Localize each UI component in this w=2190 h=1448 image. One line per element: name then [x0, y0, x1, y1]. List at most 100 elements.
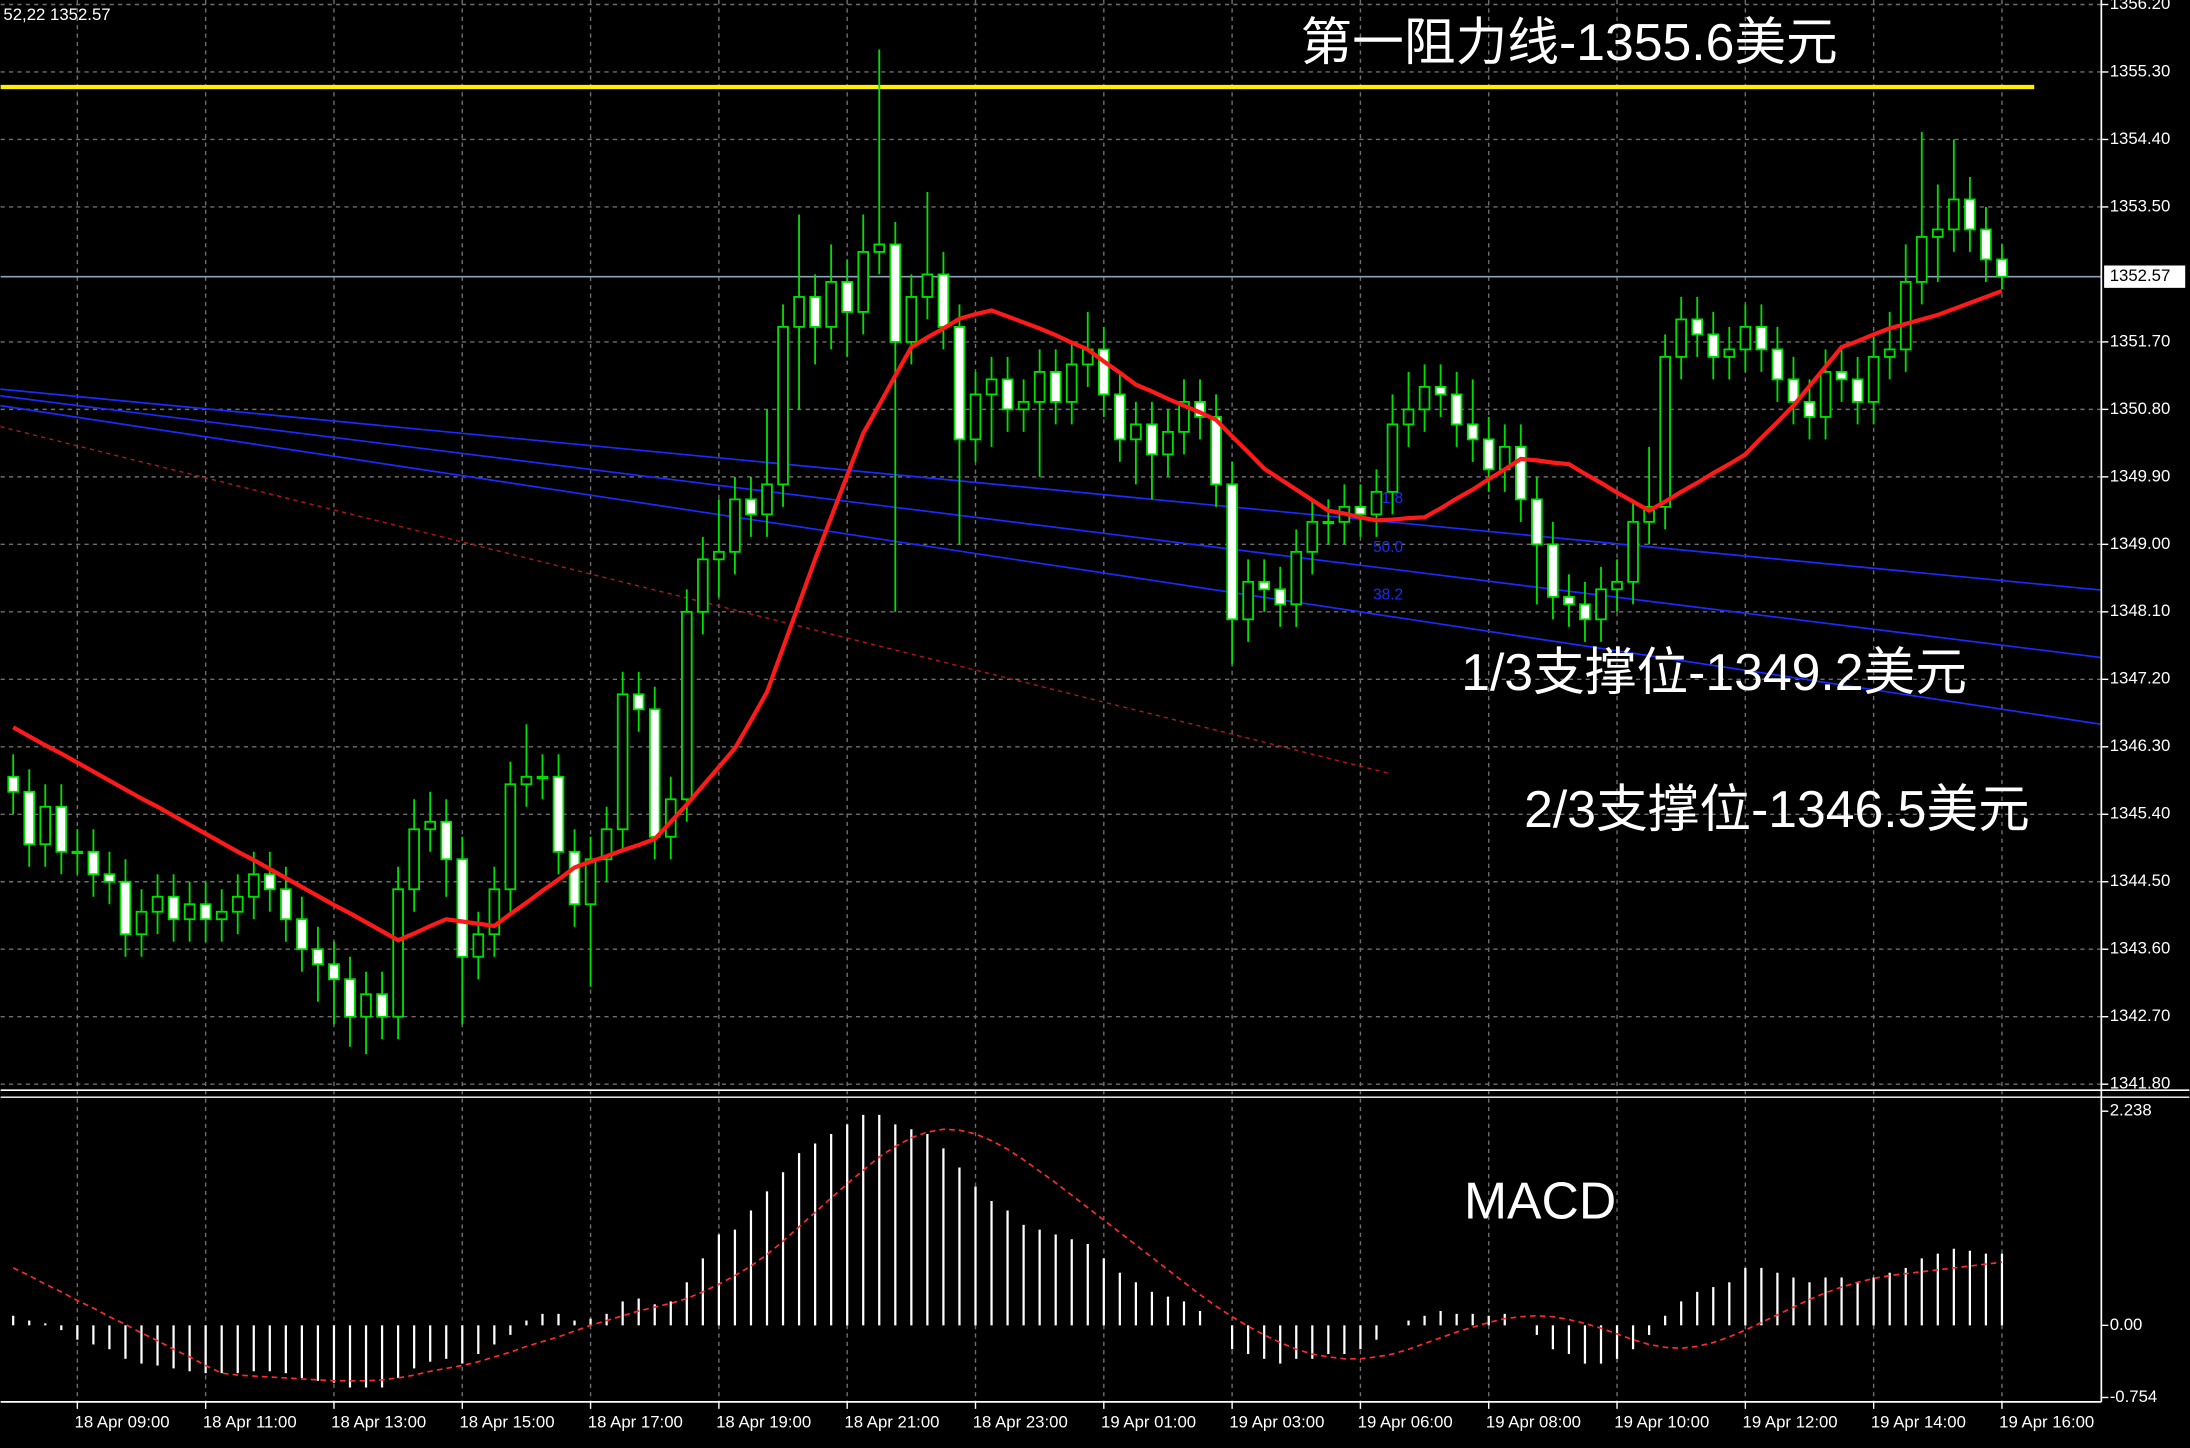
candle-body — [681, 610, 693, 801]
x-tick-label: 19 Apr 14:00 — [1871, 1412, 1966, 1431]
candle-body — [39, 805, 52, 846]
candle-body — [1418, 385, 1431, 411]
candle-body — [841, 281, 853, 313]
candle-body — [889, 243, 902, 343]
candle-body — [905, 296, 918, 343]
candle-body — [1915, 236, 1928, 283]
candle-body — [761, 483, 773, 516]
candle-body — [616, 693, 629, 831]
candle-body — [231, 895, 244, 913]
candle-body — [328, 963, 340, 981]
candle-body — [1675, 318, 1687, 358]
candle-body — [536, 775, 549, 780]
y-tick-label: 1349.90 — [2110, 466, 2171, 485]
candle-body — [280, 888, 292, 921]
candle-body — [71, 850, 84, 855]
candle-body — [873, 243, 886, 253]
candle-body — [1242, 580, 1254, 621]
candle-body — [55, 805, 68, 853]
y-tick-label: 1343.60 — [2110, 939, 2171, 958]
candle-body — [1627, 520, 1639, 583]
candle-body — [1787, 378, 1800, 403]
candle-body — [1098, 348, 1110, 396]
signal-line — [12, 1128, 2003, 1382]
channel-line — [0, 388, 2102, 591]
candle-body — [1130, 423, 1142, 441]
candle-body — [1819, 370, 1832, 418]
candle-body — [1434, 385, 1447, 396]
candle-body — [199, 903, 212, 921]
y-tick-label: 0.00 — [2110, 1315, 2143, 1334]
candle-body — [1883, 348, 1896, 358]
x-tick-label: 18 Apr 11:00 — [203, 1412, 297, 1431]
candle-body — [456, 858, 469, 958]
candle-body — [825, 281, 837, 328]
candle-body — [809, 296, 821, 328]
candle-body — [1017, 400, 1030, 411]
y-tick-label: 1346.30 — [2110, 736, 2171, 755]
x-tick-label: 19 Apr 01:00 — [1101, 1412, 1196, 1431]
candle-body — [23, 790, 36, 846]
candle-body — [1755, 325, 1768, 351]
x-tick-label: 18 Apr 15:00 — [459, 1412, 554, 1431]
x-tick-label: 18 Apr 19:00 — [716, 1412, 811, 1431]
y-tick-label: 1342.70 — [2110, 1006, 2171, 1025]
candle-body — [1065, 363, 1078, 403]
y-tick-label: 1341.80 — [2110, 1074, 2171, 1093]
candle-body — [1867, 355, 1880, 403]
candle-body — [1948, 198, 1960, 231]
candle-body — [1049, 370, 1062, 403]
candle-body — [7, 775, 19, 793]
candle-body — [552, 775, 565, 853]
candle-body — [1290, 550, 1303, 606]
candle-body — [921, 273, 934, 298]
candle-body — [296, 918, 308, 951]
candle-body — [1033, 370, 1046, 403]
candle-body — [247, 873, 260, 898]
candle-body — [1643, 505, 1655, 523]
y-tick-label: 1348.10 — [2110, 601, 2171, 620]
candle-body — [1771, 348, 1784, 381]
header-text: 52,22 1352.57 — [3, 5, 110, 24]
candle-body — [504, 783, 517, 891]
candle-body — [215, 910, 228, 921]
y-tick-label: 1355.30 — [2110, 61, 2171, 80]
candle-body — [937, 273, 950, 328]
candle-body — [1178, 400, 1190, 433]
candle-body — [1595, 588, 1607, 621]
candle-body — [600, 828, 613, 861]
candle-body — [103, 873, 116, 883]
x-tick-label: 18 Apr 23:00 — [973, 1412, 1068, 1431]
candle-body — [167, 895, 180, 921]
candle-body — [1980, 228, 1992, 261]
candle-body — [1932, 228, 1944, 238]
x-tick-label: 19 Apr 03:00 — [1229, 1412, 1324, 1431]
candle-body — [1450, 393, 1463, 426]
y-tick-label: 1350.80 — [2110, 399, 2171, 418]
candle-body — [568, 850, 581, 906]
candle-body — [648, 708, 661, 838]
candle-body — [119, 880, 132, 936]
candle-body — [424, 820, 436, 831]
last-price-label: 1352.57 — [2110, 266, 2171, 285]
fib-label: 38.2 — [1373, 586, 1403, 603]
candle-body — [1354, 505, 1367, 516]
candle-body — [1691, 318, 1704, 336]
candle-body — [1258, 580, 1270, 591]
y-tick-label: 1345.40 — [2110, 804, 2171, 823]
candle-body — [1659, 355, 1671, 508]
candle-body — [953, 325, 966, 441]
candle-body — [440, 820, 453, 861]
candle-body — [312, 948, 324, 966]
candle-body — [793, 296, 805, 328]
candle-body — [151, 895, 164, 913]
y-tick-label: 2.238 — [2110, 1101, 2152, 1120]
candle-body — [713, 550, 725, 561]
candle-body — [745, 498, 757, 516]
candle-body — [969, 393, 982, 441]
candle-body — [1996, 258, 2008, 278]
moving-average — [12, 288, 2003, 943]
candle-body — [1146, 423, 1158, 456]
